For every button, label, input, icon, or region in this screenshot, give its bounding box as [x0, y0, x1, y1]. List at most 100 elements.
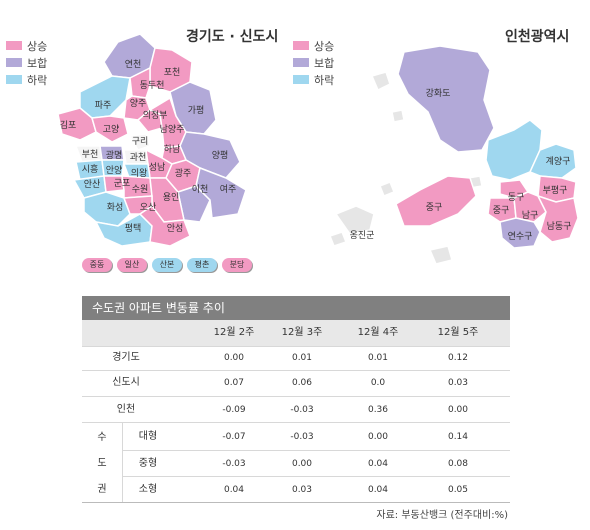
- region-anseong: [138, 204, 191, 247]
- row-label-incheon: 인천: [116, 404, 136, 415]
- cell-medium-1: -0.03: [222, 459, 246, 469]
- newtown-ilsan: 일산: [117, 258, 147, 272]
- label-goyang: 고양: [103, 124, 120, 135]
- label-namyangju: 남양주: [160, 124, 185, 135]
- col-header-3: 12월 4주: [357, 327, 399, 338]
- region-paju: [79, 75, 131, 119]
- cell-newtown-1: 0.07: [223, 378, 245, 388]
- row-line-1: [82, 346, 510, 347]
- label-yeoncheon: 연천: [125, 59, 142, 70]
- label-junggu-island: 중구: [426, 202, 443, 213]
- label-pocheon: 포천: [164, 67, 181, 78]
- label-bucheon: 부천: [82, 149, 99, 160]
- cell-medium-3: 0.04: [367, 459, 389, 469]
- label-yongin: 용인: [163, 192, 180, 203]
- label-namgu: 남구: [522, 210, 539, 221]
- incheon-labels: 강화도 계양구 부평구 동구 중구 남구 남동구 연수구 중구 옹진군: [350, 88, 572, 242]
- incheon-legend: 상승 보합 하락: [293, 38, 334, 89]
- gyeonggi-title: 경기도 · 신도시: [186, 29, 279, 45]
- region-ongjin-2: [428, 245, 453, 265]
- row-line-4: [82, 422, 510, 423]
- cell-gyeonggi-4: 0.12: [447, 353, 469, 363]
- group-divider: [122, 422, 123, 502]
- legend-flat: 보합: [6, 55, 47, 70]
- col-header-1: 12월 2주: [213, 327, 255, 338]
- region-gyeyang: [528, 143, 577, 179]
- gyeonggi-labels: 연천 포천 동두천 양주 파주 가평 의정부 남양주 김포 고양 구리 하남 양…: [60, 59, 237, 234]
- label-namdong: 남동구: [547, 221, 572, 232]
- table-header-band: [82, 320, 510, 346]
- col-header-4: 12월 5주: [437, 327, 479, 338]
- gyeonggi-map: [57, 33, 247, 247]
- label-gwangju: 광주: [175, 167, 192, 179]
- label-hanam: 하남: [164, 144, 181, 155]
- region-ganghwa: [397, 45, 495, 153]
- cell-small-4: 0.05: [447, 485, 469, 495]
- region-ongjin-3: [329, 231, 347, 247]
- legend-rise-label: 상승: [27, 39, 48, 53]
- incheon-legend-fall-swatch: [293, 75, 309, 84]
- cell-large-4: 0.14: [447, 432, 469, 442]
- label-gyeyang: 계양구: [546, 155, 571, 167]
- newtown-jungdong: 중동: [82, 258, 112, 272]
- incheon-legend-rise: 상승: [293, 38, 334, 53]
- row-label-large: 대형: [138, 431, 158, 442]
- label-gapyeong: 가평: [188, 105, 205, 116]
- label-pyeongtaek: 평택: [125, 223, 142, 234]
- label-paju: 파주: [95, 100, 112, 111]
- cell-medium-4: 0.08: [447, 459, 469, 469]
- row-label-medium: 중형: [138, 458, 158, 469]
- legend-fall-swatch: [6, 75, 22, 84]
- region-ongjin: [334, 205, 375, 235]
- label-gwangmyeong: 광명: [106, 149, 123, 161]
- row-line-7: [82, 502, 510, 503]
- legend-rise-swatch: [6, 41, 22, 50]
- incheon-legend-flat: 보합: [293, 55, 334, 70]
- incheon-legend-flat-label: 보합: [314, 56, 335, 70]
- legend-flat-swatch: [6, 58, 22, 67]
- cell-gyeonggi-1: 0.00: [223, 353, 245, 363]
- row-line-2: [82, 370, 510, 371]
- incheon-legend-rise-swatch: [293, 41, 309, 50]
- cell-small-2: 0.03: [291, 485, 313, 495]
- label-yangju: 양주: [130, 98, 147, 109]
- cell-incheon-3: 0.36: [367, 405, 389, 415]
- cell-gyeonggi-3: 0.01: [367, 353, 389, 363]
- label-gunpo: 군포: [114, 178, 131, 189]
- cell-newtown-2: 0.06: [291, 378, 313, 388]
- cell-newtown-3: 0.0: [370, 378, 386, 388]
- row-line-6: [122, 476, 510, 477]
- label-anyang: 안양: [106, 165, 123, 176]
- label-gimpo: 김포: [60, 119, 77, 131]
- legend-fall-label: 하락: [27, 73, 48, 87]
- cell-newtown-4: 0.03: [447, 378, 469, 388]
- label-hwaseong: 화성: [107, 202, 124, 213]
- legend-flat-label: 보합: [27, 56, 48, 70]
- region-hwaseong: [83, 191, 131, 227]
- group-label-su: 수: [97, 432, 107, 443]
- incheon-map: [329, 45, 579, 265]
- cell-large-2: -0.03: [290, 432, 314, 442]
- label-uiwang: 의왕: [131, 168, 148, 179]
- row-label-small: 소형: [138, 484, 158, 495]
- maps-svg: 연천 포천 동두천 양주 파주 가평 의정부 남양주 김포 고양 구리 하남 양…: [57, 33, 579, 265]
- newtown-pyeongchon: 평촌: [187, 258, 217, 272]
- gyeonggi-legend: 상승 보합 하락: [6, 38, 47, 89]
- label-osan: 오산: [140, 202, 157, 213]
- label-dongducheon: 동두천: [140, 80, 165, 91]
- cell-incheon-4: 0.00: [447, 405, 469, 415]
- source-note: 자료: 부동산뱅크 (전주대비:%): [376, 510, 508, 521]
- region-namdong: [536, 194, 579, 243]
- incheon-legend-rise-label: 상승: [314, 39, 335, 53]
- label-yeonsu: 연수구: [508, 231, 533, 242]
- incheon-legend-fall-label: 하락: [314, 73, 335, 87]
- region-guri: [128, 133, 151, 151]
- legend-fall: 하락: [6, 72, 47, 87]
- label-guri: 구리: [132, 136, 149, 147]
- label-anseong: 안성: [167, 223, 184, 234]
- label-gwacheon: 과천: [130, 152, 147, 163]
- island-small-1: [370, 71, 391, 92]
- region-junggu-island: [395, 175, 477, 227]
- island-small-3: [379, 181, 395, 197]
- region-goyang: [91, 115, 129, 143]
